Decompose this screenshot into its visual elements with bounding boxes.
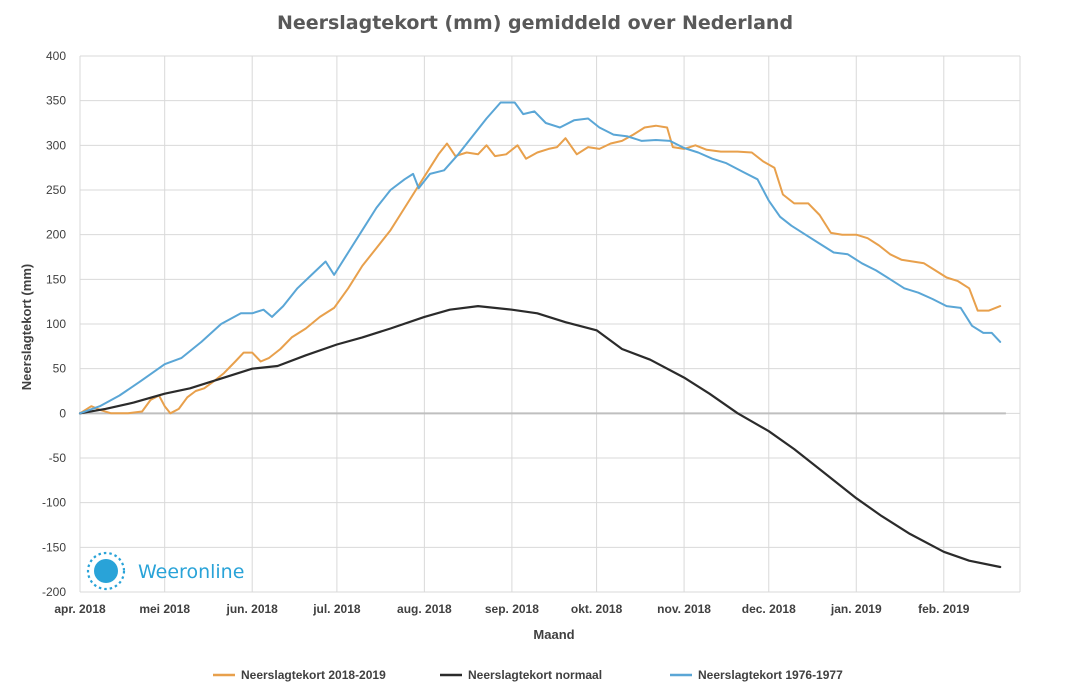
- y-tick-label: 250: [46, 183, 66, 197]
- series-2018-2019-line: [79, 124, 1002, 415]
- legend-item: Neerslagtekort 2018-2019: [213, 668, 386, 682]
- y-tick-label: -50: [49, 451, 67, 465]
- y-tick-label: 400: [46, 49, 66, 63]
- y-tick-label: 150: [46, 272, 66, 286]
- y-tick-label: 50: [53, 362, 67, 376]
- x-tick-label: dec. 2018: [742, 602, 796, 616]
- y-tick-label: -150: [42, 540, 66, 554]
- x-tick-label: sep. 2018: [485, 602, 539, 616]
- x-tick-label: okt. 2018: [571, 602, 623, 616]
- legend-label: Neerslagtekort normaal: [468, 668, 602, 682]
- series-1976-1977-line: [79, 101, 1002, 415]
- grid: [79, 55, 1021, 593]
- legend: Neerslagtekort 2018-2019 Neerslagtekort n…: [213, 668, 843, 682]
- y-tick-label: 200: [46, 228, 66, 242]
- y-tick-label: -100: [42, 496, 66, 510]
- y-tick-label: -200: [42, 585, 66, 599]
- y-axis-ticks: -200 -150 -100 -50 0 50 100 150 200 250 300 350 400: [42, 49, 66, 599]
- y-axis-label: Neerslagtekort (mm): [19, 264, 34, 390]
- legend-item: Neerslagtekort normaal: [440, 668, 602, 682]
- brand-name: Weeronline: [138, 561, 244, 583]
- x-tick-label: apr. 2018: [54, 602, 106, 616]
- y-tick-label: 100: [46, 317, 66, 331]
- x-tick-label: aug. 2018: [397, 602, 452, 616]
- x-tick-label: jan. 2019: [830, 602, 882, 616]
- x-axis-label: Maand: [533, 627, 574, 642]
- x-axis-ticks: apr. 2018 mei 2018 jun. 2018 jul. 2018 aug. …: [54, 602, 969, 616]
- series-normaal-line: [78, 305, 1002, 569]
- y-tick-label: 0: [59, 406, 66, 420]
- y-tick-label: 300: [46, 138, 66, 152]
- legend-label: Neerslagtekort 2018-2019: [241, 668, 386, 682]
- y-tick-label: 350: [46, 94, 66, 108]
- x-tick-label: jul. 2018: [312, 602, 361, 616]
- x-tick-label: mei 2018: [139, 602, 190, 616]
- x-tick-label: nov. 2018: [657, 602, 711, 616]
- x-tick-label: feb. 2019: [918, 602, 970, 616]
- series-group: [78, 101, 1002, 569]
- legend-label: Neerslagtekort 1976-1977: [698, 668, 843, 682]
- sun-icon: [86, 551, 126, 591]
- x-tick-label: jun. 2018: [226, 602, 279, 616]
- legend-item: Neerslagtekort 1976-1977: [670, 668, 843, 682]
- chart-title: Neerslagtekort (mm) gemiddeld over Neder…: [277, 12, 793, 34]
- weeronline-logo: Weeronline: [86, 551, 244, 591]
